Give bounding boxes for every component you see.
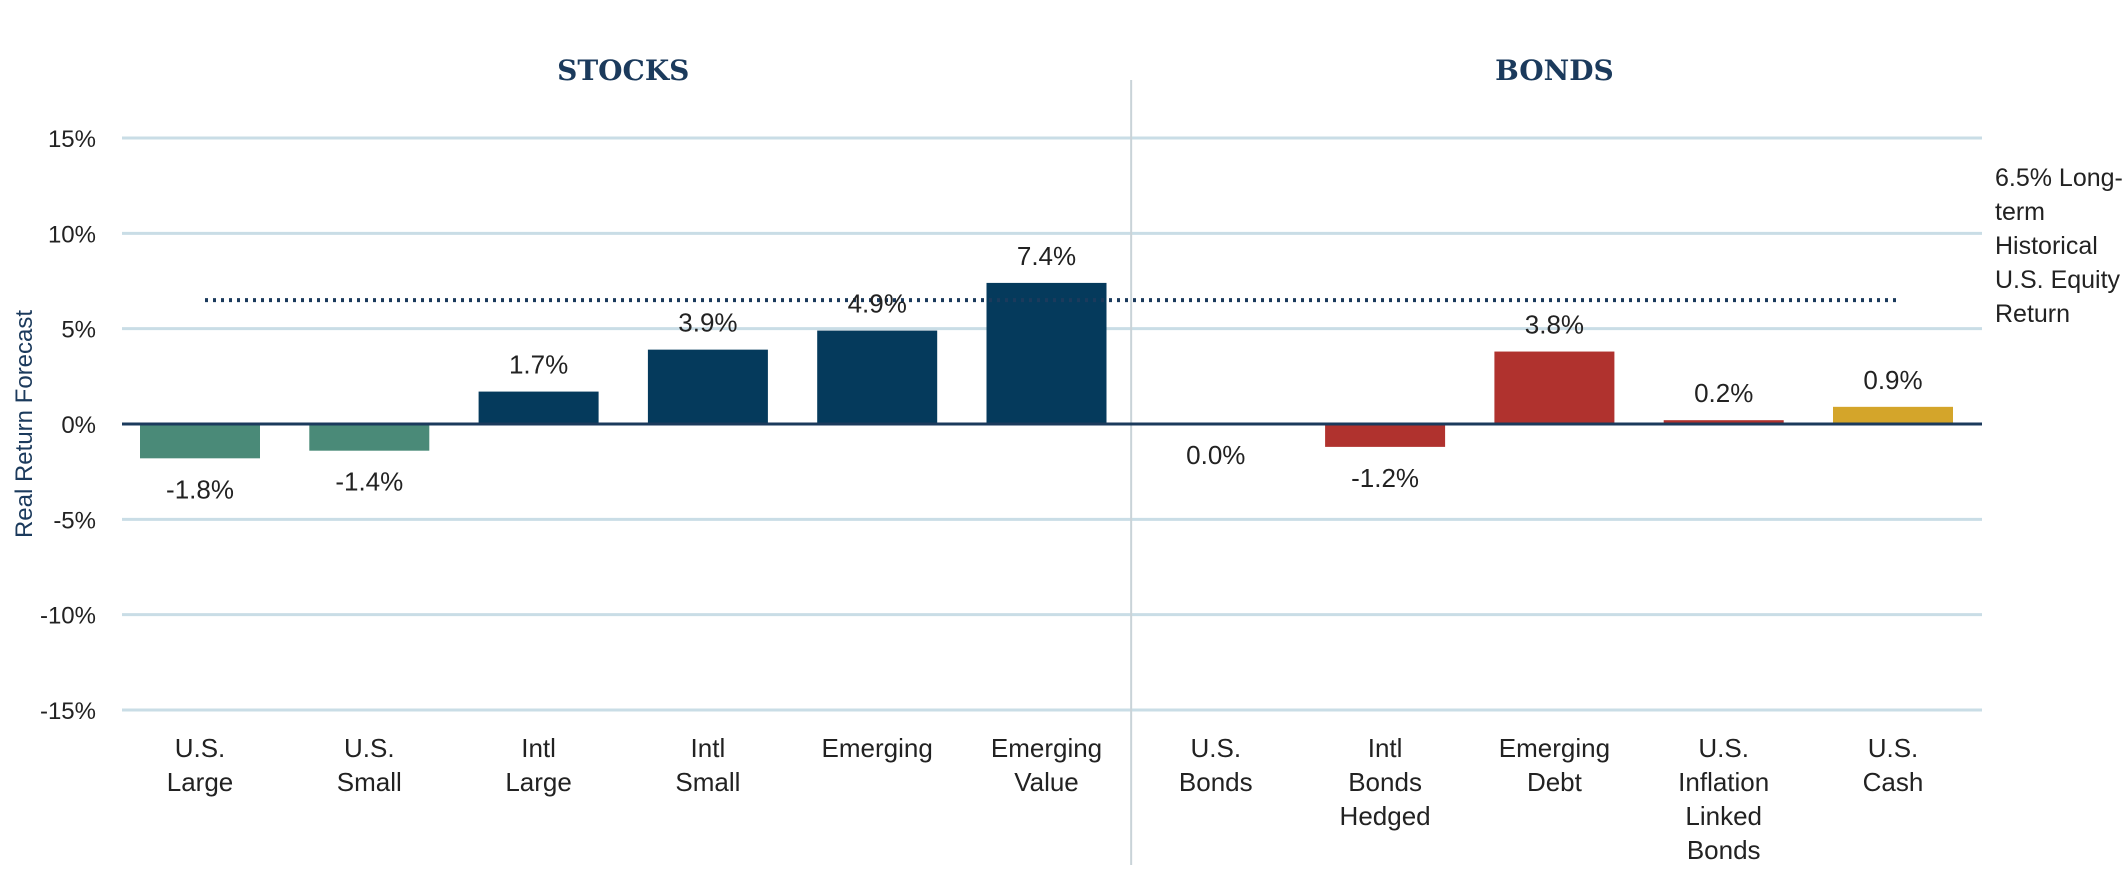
x-tick-label-line: Bonds	[1687, 835, 1761, 865]
x-tick-label-line: Large	[505, 767, 572, 797]
y-tick-label: 10%	[48, 221, 96, 248]
y-tick-label: 15%	[48, 126, 96, 153]
bar	[986, 282, 1107, 424]
data-label: 4.9%	[848, 289, 907, 319]
data-label: 0.9%	[1863, 365, 1922, 395]
data-label: -1.4%	[335, 467, 403, 497]
x-tick-label: U.S. Large	[167, 733, 234, 797]
reference-label: 6.5% Long-term Historical U.S. Equity Retur…	[1995, 164, 2123, 328]
bar	[140, 424, 260, 459]
group-title: STOCKS	[557, 54, 689, 87]
x-tick-label: Emerging	[822, 733, 933, 763]
x-tick-label-line: U.S.	[344, 733, 395, 763]
x-tick-label-line: Value	[1014, 767, 1079, 797]
x-tick-label: U.S. Bonds	[1179, 733, 1253, 797]
y-axis-label: Real Return Forecast	[11, 310, 38, 538]
data-label: 7.4%	[1017, 241, 1076, 271]
x-tick-label: Emerging Debt	[1499, 733, 1610, 797]
x-tick-label: U.S. Inflation Linked Bonds	[1678, 733, 1769, 865]
bar	[1663, 420, 1784, 424]
y-tick-label: -10%	[40, 603, 96, 630]
x-tick-label: Emerging Value	[991, 733, 1102, 797]
x-tick-label: Intl Bonds Hedged	[1340, 733, 1431, 831]
y-tick-label: -15%	[40, 698, 96, 725]
x-tick-label-line: Intl	[1368, 733, 1403, 763]
x-tick-label-line: Large	[167, 767, 234, 797]
reference-label-line: Historical	[1995, 232, 2098, 260]
x-tick-label-line: Intl	[521, 733, 556, 763]
x-tick-label-line: U.S.	[1191, 733, 1242, 763]
x-tick-label-line: Small	[337, 767, 402, 797]
bar	[1833, 406, 1953, 424]
reference-label-line: Return	[1995, 300, 2070, 328]
x-tick-label-line: Inflation	[1678, 767, 1769, 797]
bar	[1325, 424, 1446, 447]
reference-label-line: U.S. Equity	[1995, 266, 2121, 294]
x-tick-label-line: Emerging	[1499, 733, 1610, 763]
bar	[309, 424, 430, 451]
x-tick-label: U.S. Small	[337, 733, 402, 797]
y-tick-label: 5%	[61, 317, 96, 344]
x-tick-label-line: Bonds	[1179, 767, 1253, 797]
data-label: -1.8%	[166, 474, 234, 504]
y-tick-label: 0%	[61, 412, 96, 439]
reference-label-line: term	[1995, 198, 2045, 226]
bar	[817, 330, 938, 424]
data-label: -1.2%	[1351, 463, 1419, 493]
x-tick-label: U.S. Cash	[1863, 733, 1924, 797]
data-label: 3.8%	[1525, 310, 1584, 340]
x-tick-label-line: Hedged	[1340, 801, 1431, 831]
x-tick-label-line: U.S.	[175, 733, 226, 763]
bar	[1494, 351, 1615, 424]
x-tick-label-line: Bonds	[1348, 767, 1422, 797]
x-tick-label-line: Cash	[1863, 767, 1924, 797]
x-tick-label-line: Linked	[1685, 801, 1762, 831]
x-tick-label-line: U.S.	[1868, 733, 1919, 763]
x-tick-label-line: U.S.	[1698, 733, 1749, 763]
data-label: 0.0%	[1186, 440, 1245, 470]
data-label: 1.7%	[509, 350, 568, 380]
x-tick-label-line: Debt	[1527, 767, 1583, 797]
x-tick-label: Intl Small	[675, 733, 740, 797]
x-tick-label-line: Emerging	[991, 733, 1102, 763]
data-label: 0.2%	[1694, 378, 1753, 408]
bar	[647, 349, 768, 424]
x-tick-label-line: Intl	[691, 733, 726, 763]
reference-label-line: 6.5% Long-	[1995, 164, 2123, 192]
bar	[478, 391, 599, 424]
x-tick-label-line: Emerging	[822, 733, 933, 763]
data-label: 3.9%	[678, 308, 737, 338]
x-tick-label: Intl Large	[505, 733, 572, 797]
x-tick-label-line: Small	[675, 767, 740, 797]
group-title: BONDS	[1495, 54, 1614, 87]
y-tick-label: -5%	[53, 507, 96, 534]
